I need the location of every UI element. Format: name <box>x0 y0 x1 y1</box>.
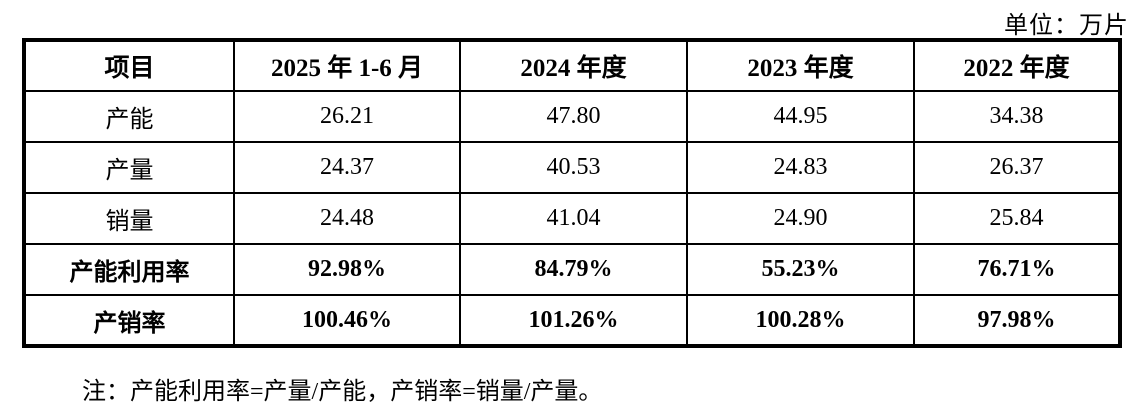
row-label: 产能利用率 <box>23 243 235 296</box>
cell-value: 26.21 <box>233 90 461 143</box>
header-2022: 2022 年度 <box>913 39 1121 92</box>
header-item-column: 项目 <box>23 39 235 92</box>
cell-value: 100.28% <box>686 294 915 347</box>
unit-label: 单位：万片 <box>1004 13 1129 39</box>
cell-value: 24.48 <box>233 192 461 245</box>
cell-value: 101.26% <box>459 294 688 347</box>
header-2023: 2023 年度 <box>686 39 915 92</box>
cell-value: 24.90 <box>686 192 915 245</box>
footnote: 注：产能利用率=产量/产能，产销率=销量/产量。 <box>82 379 603 405</box>
cell-value: 24.83 <box>686 141 915 194</box>
row-label: 产销率 <box>23 294 235 347</box>
capacity-production-sales-table: 项目 2025 年 1-6 月 2024 年度 2023 年度 2022 年度 … <box>22 38 1122 348</box>
cell-value: 25.84 <box>913 192 1121 245</box>
table-row-capacity-utilization: 产能利用率 92.98% 84.79% 55.23% 76.71% <box>23 243 1121 296</box>
cell-value: 26.37 <box>913 141 1121 194</box>
cell-value: 40.53 <box>459 141 688 194</box>
cell-value: 34.38 <box>913 90 1121 143</box>
cell-value: 44.95 <box>686 90 915 143</box>
cell-value: 24.37 <box>233 141 461 194</box>
cell-value: 55.23% <box>686 243 915 296</box>
header-2024: 2024 年度 <box>459 39 688 92</box>
table-row-sales: 销量 24.48 41.04 24.90 25.84 <box>23 192 1121 245</box>
cell-value: 97.98% <box>913 294 1121 347</box>
cell-value: 41.04 <box>459 192 688 245</box>
table-row-production-sales-ratio: 产销率 100.46% 101.26% 100.28% 97.98% <box>23 294 1121 347</box>
table-row-capacity: 产能 26.21 47.80 44.95 34.38 <box>23 90 1121 143</box>
row-label: 销量 <box>23 192 235 245</box>
cell-value: 84.79% <box>459 243 688 296</box>
cell-value: 47.80 <box>459 90 688 143</box>
table-row-production: 产量 24.37 40.53 24.83 26.37 <box>23 141 1121 194</box>
header-2025-h1: 2025 年 1-6 月 <box>233 39 461 92</box>
cell-value: 100.46% <box>233 294 461 347</box>
row-label: 产能 <box>23 90 235 143</box>
row-label: 产量 <box>23 141 235 194</box>
cell-value: 92.98% <box>233 243 461 296</box>
cell-value: 76.71% <box>913 243 1121 296</box>
table-header-row: 项目 2025 年 1-6 月 2024 年度 2023 年度 2022 年度 <box>23 39 1121 92</box>
